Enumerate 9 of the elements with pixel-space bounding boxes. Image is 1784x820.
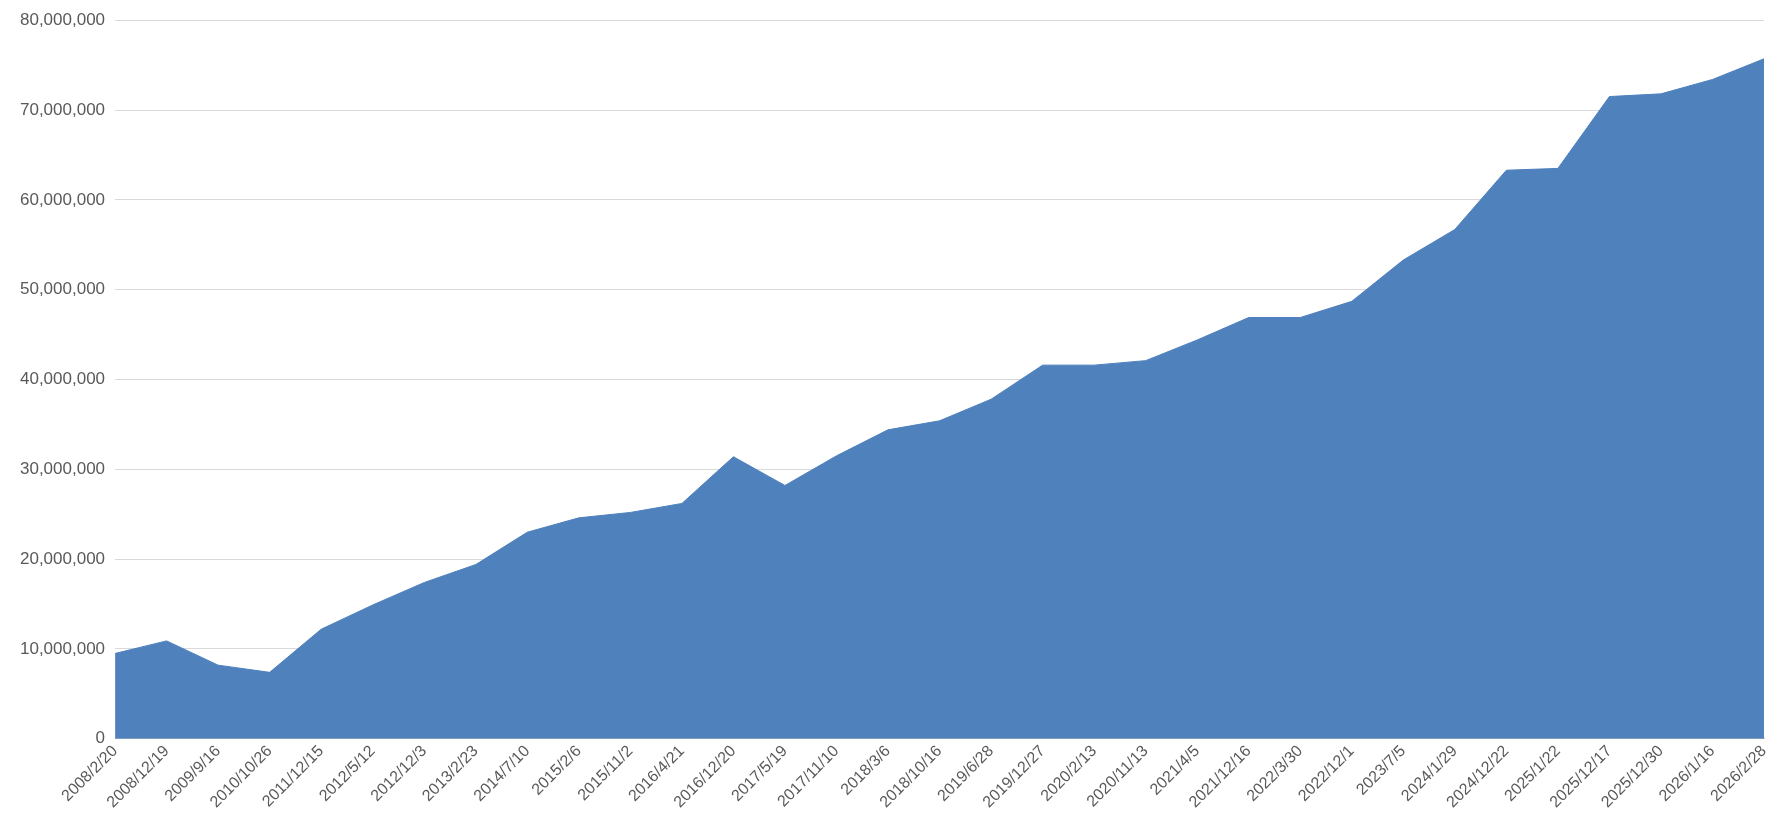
y-tick-label: 40,000,000 bbox=[19, 369, 106, 389]
y-tick-label: 10,000,000 bbox=[19, 638, 106, 658]
y-tick-label: 80,000,000 bbox=[19, 9, 106, 29]
y-tick-label: 0 bbox=[95, 728, 106, 748]
y-tick-label: 60,000,000 bbox=[19, 189, 106, 209]
y-tick-label: 30,000,000 bbox=[19, 459, 106, 479]
y-tick-label: 50,000,000 bbox=[19, 279, 106, 299]
y-tick-label: 20,000,000 bbox=[19, 548, 106, 568]
y-tick-label: 70,000,000 bbox=[19, 99, 106, 119]
